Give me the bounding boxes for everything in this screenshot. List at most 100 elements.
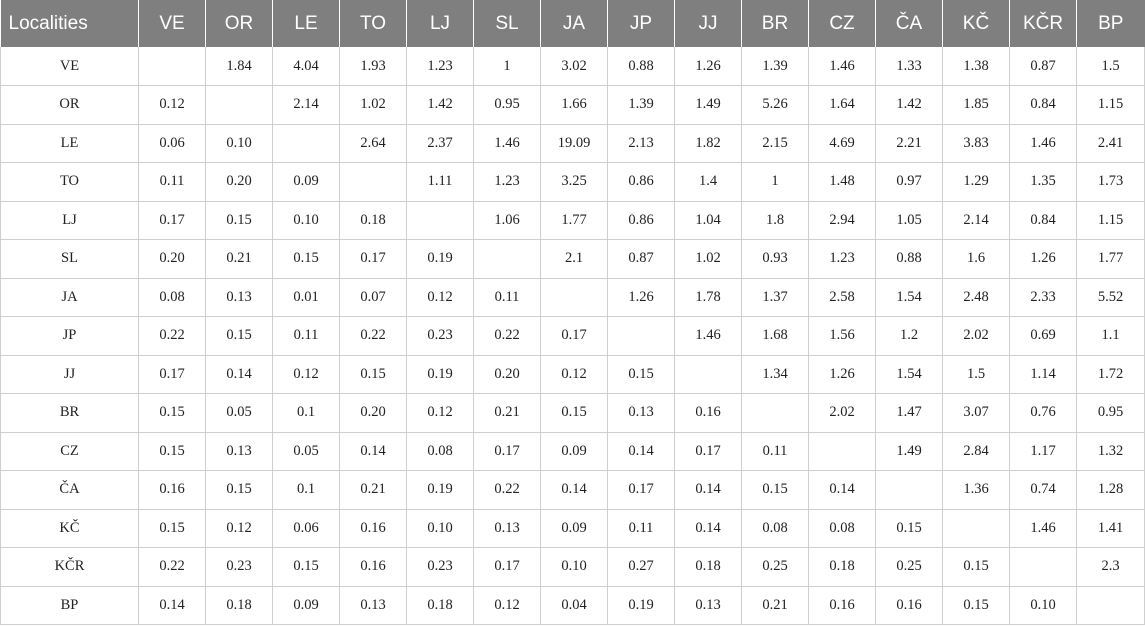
table-cell: 0.10	[205, 124, 273, 163]
column-header: OR	[205, 0, 273, 47]
table-cell: 0.11	[473, 278, 541, 317]
table-cell: 0.95	[1076, 393, 1145, 433]
table-cell: 1.26	[808, 355, 876, 394]
table-cell: 0.13	[205, 278, 273, 317]
table-cell: 1.49	[875, 432, 943, 471]
table-cell: 2.33	[1009, 278, 1077, 317]
table-cell: 2.48	[942, 278, 1010, 317]
table-cell	[875, 470, 943, 510]
table-row: JJ 0.17 0.14 0.12 0.15 0.19 0.20 0.12 0.15 1.34 1.…	[0, 355, 1145, 394]
table-cell: 0.15	[205, 201, 273, 240]
table-cell: 1.15	[1076, 201, 1145, 240]
table-cell: 0.87	[607, 239, 675, 279]
column-header: BP	[1076, 0, 1145, 47]
table-body: VE 1.84 4.04 1.93 1.23 1 3.02 0.88 1.26 1.39 1.46 1…	[0, 47, 1145, 625]
table-cell: 0.14	[808, 470, 876, 510]
table-cell: 1.23	[473, 162, 541, 202]
table-row: LE 0.06 0.10 2.64 2.37 1.46 19.09 2.13 1.82 2.15 4…	[0, 124, 1145, 163]
table-cell: 2.13	[607, 124, 675, 163]
table-cell: 0.84	[1009, 201, 1077, 240]
table-cell: 1.93	[339, 47, 407, 86]
table-cell: 3.07	[942, 393, 1010, 433]
column-header: JJ	[674, 0, 742, 47]
table-cell: 1.85	[942, 85, 1010, 125]
table-cell: 0.21	[741, 586, 809, 625]
table-cell: 0.19	[406, 355, 474, 394]
table-cell: 1.46	[1009, 124, 1077, 163]
table-cell: 0.13	[674, 586, 742, 625]
table-cell: 0.18	[205, 586, 273, 625]
row-label-cell: VE	[0, 47, 139, 86]
table-cell: 1.84	[205, 47, 273, 86]
table-cell: 1.54	[875, 278, 943, 317]
table-cell: 0.09	[272, 162, 340, 202]
table-cell: 1	[473, 47, 541, 86]
table-cell: 0.11	[272, 316, 340, 356]
table-cell: 0.08	[138, 278, 206, 317]
table-cell: 1.39	[741, 47, 809, 86]
table-cell: 1.4	[674, 162, 742, 202]
table-cell: 0.06	[272, 509, 340, 548]
row-label-cell: TO	[0, 162, 139, 202]
table-cell: 0.86	[607, 162, 675, 202]
table-cell: 0.14	[607, 432, 675, 471]
table-cell: 0.19	[607, 586, 675, 625]
table-row: JP 0.22 0.15 0.11 0.22 0.23 0.22 0.17 1.46 1.68 1.…	[0, 316, 1145, 356]
table-cell: 0.74	[1009, 470, 1077, 510]
column-header: BR	[741, 0, 809, 47]
table-cell: 2.02	[808, 393, 876, 433]
table-cell: 0.76	[1009, 393, 1077, 433]
table-row: TO 0.11 0.20 0.09 1.11 1.23 3.25 0.86 1.4 1 1.48 0.…	[0, 162, 1145, 202]
table-cell: 0.12	[272, 355, 340, 394]
table-cell: 1.02	[339, 85, 407, 125]
table-cell: 0.15	[138, 432, 206, 471]
table-cell: 0.06	[138, 124, 206, 163]
table-cell: 1.32	[1076, 432, 1145, 471]
table-cell: 2.41	[1076, 124, 1145, 163]
column-header: VE	[138, 0, 206, 47]
column-header: LE	[272, 0, 340, 47]
table-cell: 1.64	[808, 85, 876, 125]
table-cell: 0.12	[540, 355, 608, 394]
row-label-cell: KČ	[0, 509, 139, 548]
table-cell: 0.22	[473, 470, 541, 510]
table-cell: 0.97	[875, 162, 943, 202]
table-cell: 1.41	[1076, 509, 1145, 548]
table-cell: 1.26	[607, 278, 675, 317]
table-cell: 0.14	[339, 432, 407, 471]
table-cell: 1.54	[875, 355, 943, 394]
table-cell: 2.14	[942, 201, 1010, 240]
table-cell: 1.28	[1076, 470, 1145, 510]
table-cell: 2.14	[272, 85, 340, 125]
table-cell: 0.1	[272, 470, 340, 510]
table-cell: 2.15	[741, 124, 809, 163]
table-cell: 1.77	[1076, 239, 1145, 279]
table-cell: 0.12	[406, 278, 474, 317]
table-cell: 0.15	[540, 393, 608, 433]
table-cell: 0.01	[272, 278, 340, 317]
row-label-cell: JJ	[0, 355, 139, 394]
table-cell: 0.23	[406, 547, 474, 587]
table-cell: 1.17	[1009, 432, 1077, 471]
table-cell: 1.46	[1009, 509, 1077, 548]
column-header: TO	[339, 0, 407, 47]
table-cell: 0.15	[138, 509, 206, 548]
table-cell: 0.87	[1009, 47, 1077, 86]
table-cell: 0.11	[138, 162, 206, 202]
table-cell: 0.16	[875, 586, 943, 625]
table-row: CZ 0.15 0.13 0.05 0.14 0.08 0.17 0.09 0.14 0.17 0.…	[0, 432, 1145, 471]
table-cell: 0.15	[607, 355, 675, 394]
table-cell: 4.69	[808, 124, 876, 163]
table-cell: 0.21	[205, 239, 273, 279]
table-cell: 0.18	[674, 547, 742, 587]
table-cell	[741, 393, 809, 433]
table-cell: 0.16	[138, 470, 206, 510]
table-row: VE 1.84 4.04 1.93 1.23 1 3.02 0.88 1.26 1.39 1.46 1…	[0, 47, 1145, 86]
table-cell: 0.09	[540, 509, 608, 548]
table-cell: 0.20	[138, 239, 206, 279]
table-cell: 3.25	[540, 162, 608, 202]
table-cell: 0.09	[272, 586, 340, 625]
table-cell: 2.21	[875, 124, 943, 163]
table-cell: 5.26	[741, 85, 809, 125]
